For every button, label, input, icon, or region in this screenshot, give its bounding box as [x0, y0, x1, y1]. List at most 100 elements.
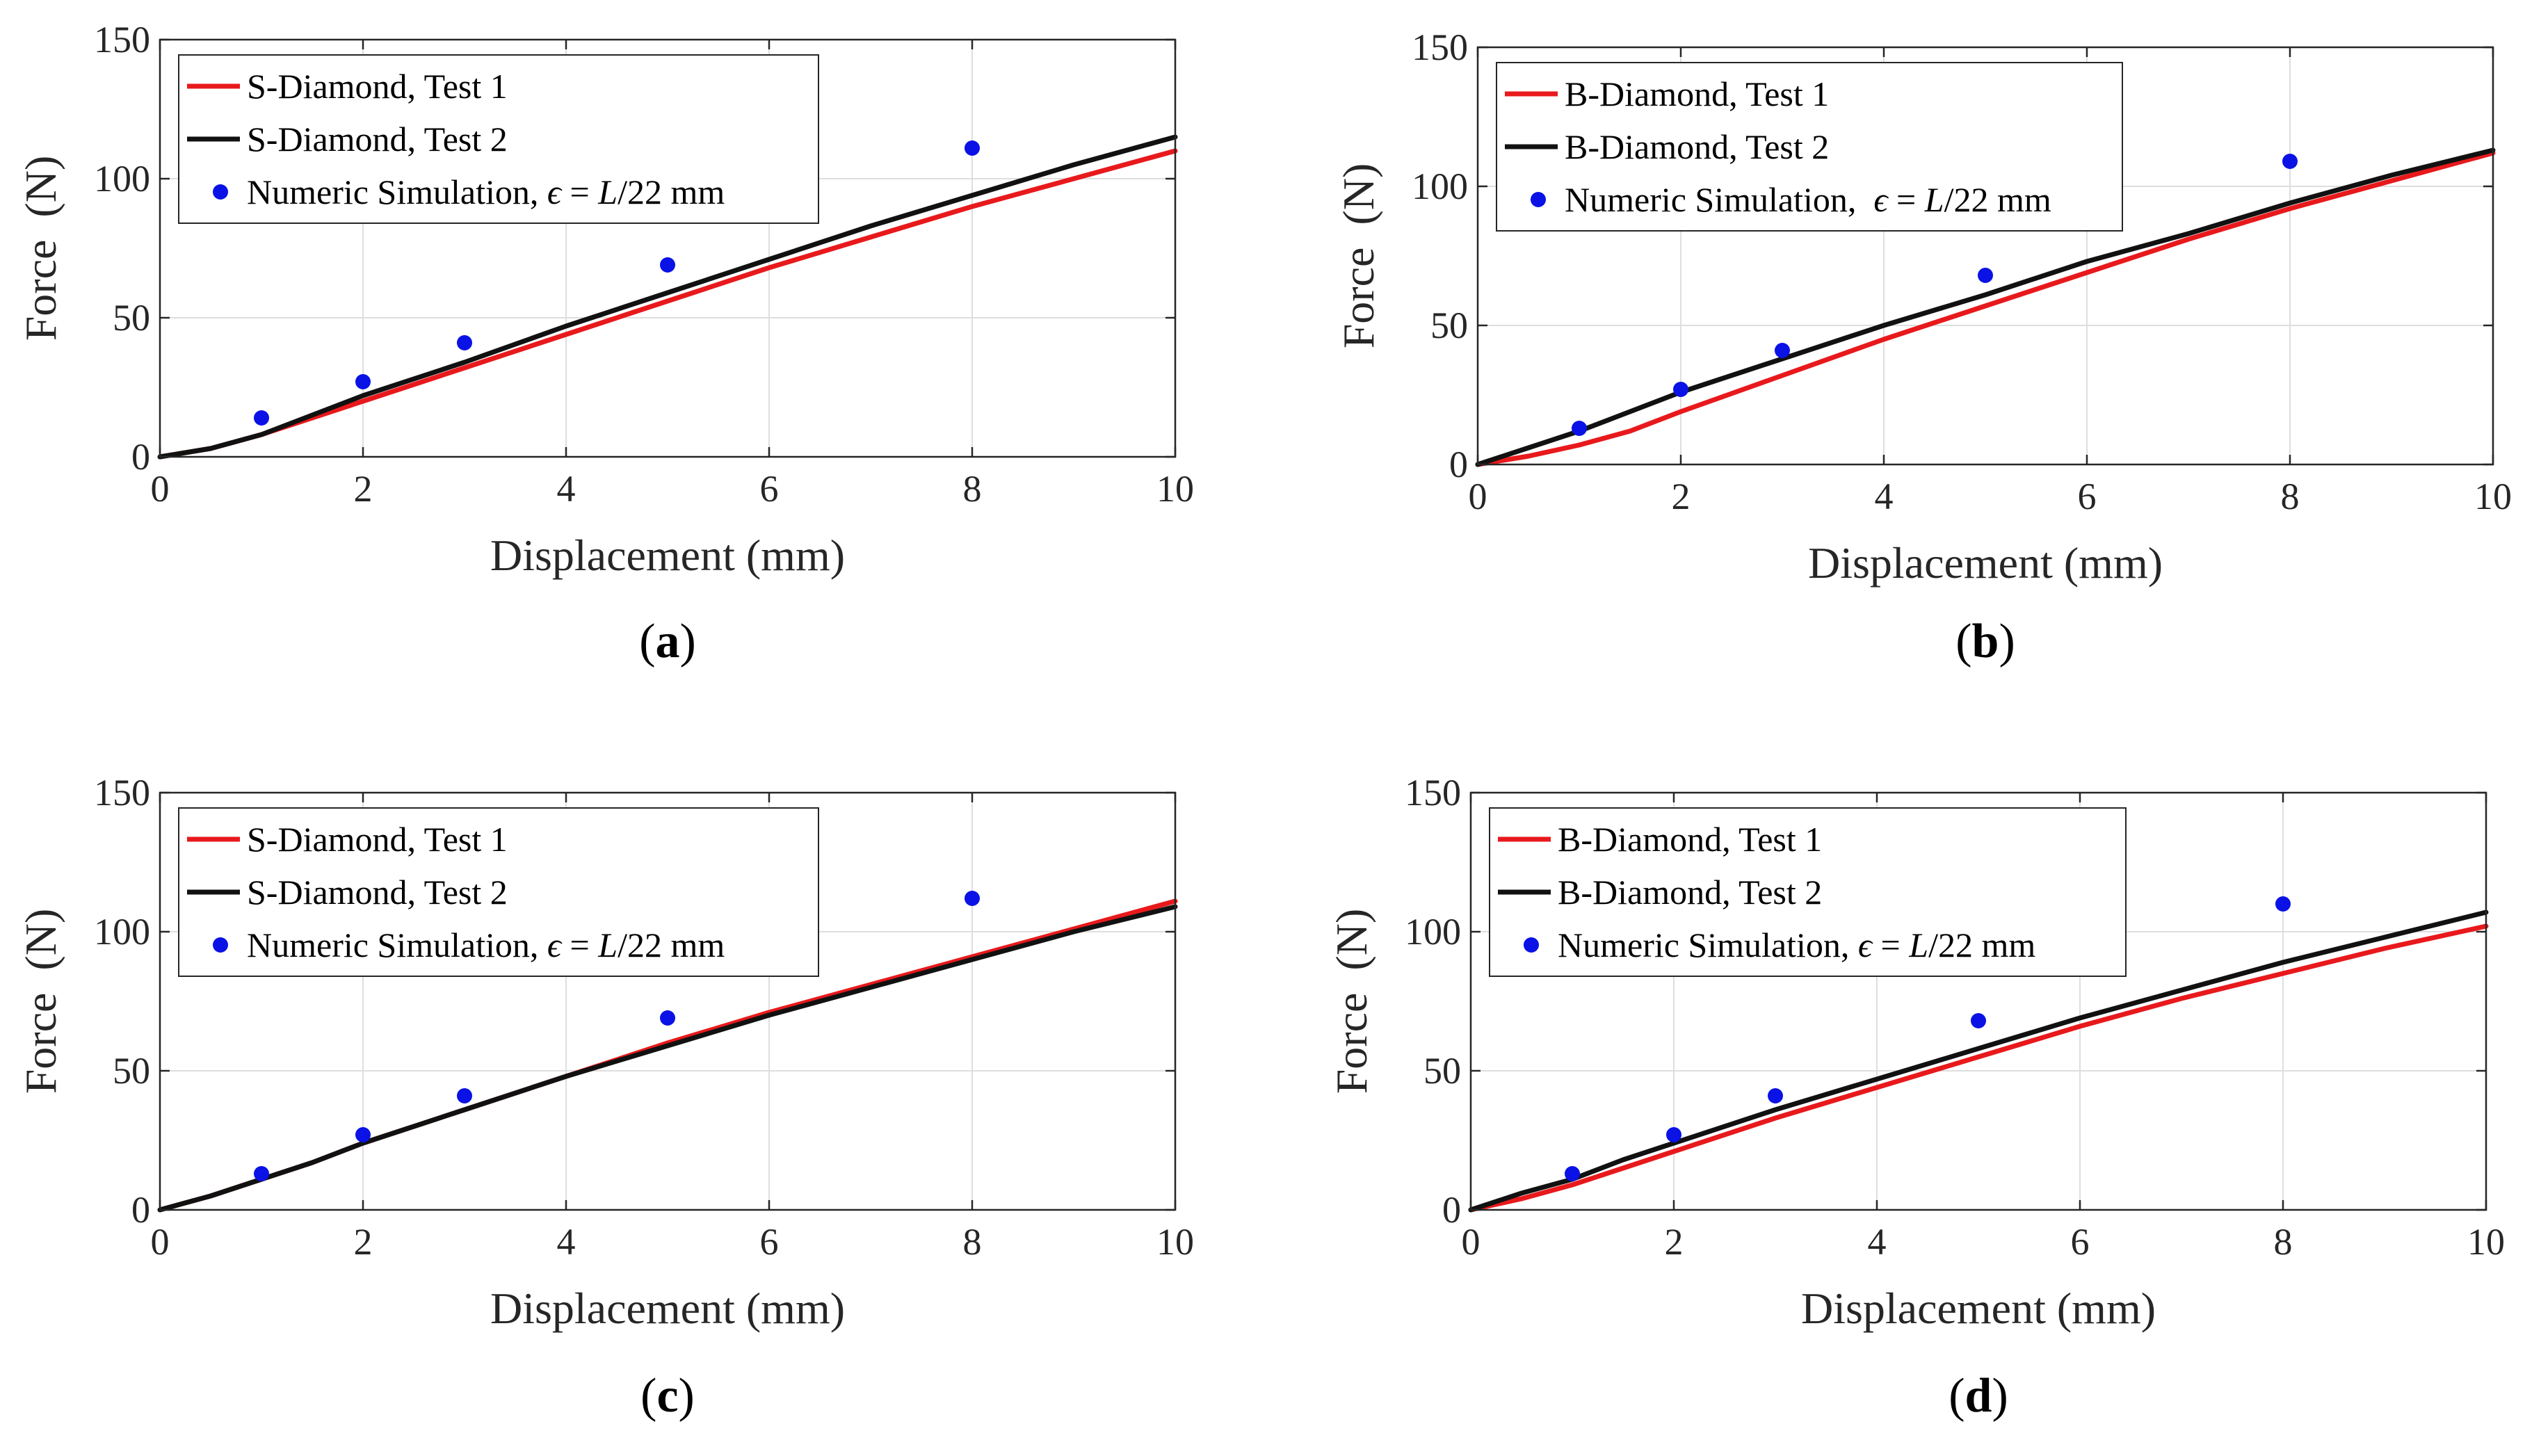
simulation-point — [2275, 896, 2291, 912]
simulation-point — [254, 410, 269, 426]
y-tick-label: 100 — [94, 911, 150, 953]
legend-label-part-eq: = — [561, 172, 598, 211]
simulation-point — [254, 1166, 269, 1181]
caption-open-paren: ( — [1949, 1369, 1965, 1423]
x-axis-label: Displacement (mm) — [1801, 1284, 2156, 1333]
legend-label-simulation: Numeric Simulation, ϵ = L/22 mm — [1558, 925, 2035, 964]
x-tick-label: 10 — [2474, 476, 2512, 517]
x-tick-label: 2 — [1665, 1221, 1684, 1263]
legend-label-1: B-Diamond, Test 1 — [1558, 820, 1822, 859]
x-axis-label: Displacement (mm) — [490, 1284, 845, 1333]
legend-label-part-eq: = — [561, 925, 598, 964]
legend-swatch-simulation — [1531, 192, 1546, 207]
simulation-point — [355, 1127, 371, 1142]
x-axis-label: Displacement (mm) — [490, 531, 845, 580]
legend: B-Diamond, Test 1 B-Diamond, Test 2 Numeri… — [1489, 807, 2127, 977]
x-tick-label: 0 — [151, 1221, 170, 1263]
x-tick-label: 6 — [2071, 1221, 2090, 1263]
legend-swatch-simulation — [213, 937, 228, 953]
legend-box — [178, 807, 819, 977]
legend-label-2: B-Diamond, Test 2 — [1565, 127, 1829, 166]
legend-label-1: S-Diamond, Test 1 — [247, 67, 508, 106]
simulation-point — [1971, 1013, 1986, 1028]
x-tick-label: 4 — [1868, 1221, 1887, 1263]
y-tick-label: 50 — [113, 297, 150, 339]
legend: S-Diamond, Test 1 S-Diamond, Test 2 Numeri… — [178, 54, 819, 224]
y-tick-label: 0 — [131, 436, 150, 478]
legend-label-part-suffix: /22 mm — [618, 172, 725, 211]
x-tick-label: 10 — [1156, 1221, 1194, 1263]
legend-label-1: B-Diamond, Test 1 — [1565, 74, 1829, 113]
y-tick-label: 150 — [1405, 772, 1461, 814]
y-tick-label: 0 — [131, 1189, 150, 1231]
legend-label-part-var: L — [1924, 180, 1944, 219]
legend-label-simulation: Numeric Simulation, ϵ = L/22 mm — [1565, 180, 2051, 219]
legend-label-part-prefix: Numeric Simulation, — [247, 925, 547, 964]
x-tick-label: 8 — [963, 1221, 982, 1263]
x-tick-label: 10 — [2467, 1221, 2505, 1263]
series-line-2 — [157, 134, 1178, 460]
legend-swatch-simulation — [213, 184, 228, 200]
simulation-point — [457, 1088, 472, 1103]
axes-box — [159, 791, 1177, 1211]
y-axis-label: Force (N) — [1334, 163, 1383, 349]
legend-swatch-simulation — [1524, 937, 1539, 953]
x-tick-label: 2 — [354, 1221, 373, 1263]
caption-close-paren: ) — [680, 615, 696, 668]
caption-close-paren: ) — [679, 1369, 695, 1423]
y-axis-label: Force (N) — [16, 909, 65, 1094]
panel-caption: (c) — [640, 1369, 695, 1423]
legend-label-part-suffix: /22 mm — [1928, 925, 2035, 964]
y-tick-label: 150 — [1412, 26, 1468, 68]
panel-caption: (a) — [639, 615, 696, 668]
panel-caption: (d) — [1949, 1369, 2008, 1423]
x-tick-label: 8 — [2281, 476, 2300, 517]
caption-open-paren: ( — [639, 615, 655, 668]
simulation-point — [457, 335, 472, 350]
x-tick-label: 6 — [760, 468, 779, 510]
x-axis-label: Displacement (mm) — [1808, 538, 2163, 588]
simulation-point — [1565, 1166, 1580, 1181]
x-tick-label: 0 — [151, 468, 170, 510]
y-tick-label: 150 — [94, 772, 150, 814]
x-tick-label: 4 — [557, 468, 576, 510]
caption-letter: d — [1965, 1369, 1992, 1423]
x-tick-label: 10 — [1156, 468, 1194, 510]
legend-label-part-prefix: Numeric Simulation, — [1565, 180, 1873, 219]
legend-label-2: B-Diamond, Test 2 — [1558, 873, 1822, 912]
legend-label-2: S-Diamond, Test 2 — [247, 120, 508, 159]
legend-label-part-suffix: /22 mm — [1944, 180, 2051, 219]
legend-label-part-var: L — [597, 925, 618, 964]
legend-label-part-symbol: ϵ — [1873, 180, 1889, 219]
simulation-point — [660, 1010, 675, 1026]
legend-label-simulation: Numeric Simulation, ϵ = L/22 mm — [247, 172, 725, 211]
x-tick-label: 8 — [963, 468, 982, 510]
caption-letter: a — [656, 615, 680, 668]
y-tick-label: 50 — [113, 1050, 150, 1092]
x-tick-label: 4 — [1875, 476, 1894, 517]
panel-caption: (b) — [1955, 615, 2015, 668]
simulation-point — [965, 891, 980, 906]
x-tick-label: 0 — [1462, 1221, 1481, 1263]
legend-label-part-suffix: /22 mm — [618, 925, 725, 964]
simulation-point — [1673, 382, 1688, 397]
simulation-point — [965, 140, 980, 156]
y-tick-label: 50 — [1430, 305, 1468, 346]
caption-letter: b — [1972, 615, 1999, 668]
caption-close-paren: ) — [1999, 615, 2015, 668]
series-line-1 — [1475, 150, 2496, 467]
axes-box — [1476, 46, 2494, 466]
x-tick-label: 8 — [2274, 1221, 2293, 1263]
legend-label-part-eq: = — [1888, 180, 1925, 219]
legend: B-Diamond, Test 1 B-Diamond, Test 2 Numeri… — [1496, 62, 2123, 232]
simulation-point — [2282, 154, 2298, 169]
caption-open-paren: ( — [1955, 615, 1971, 668]
simulation-point — [355, 374, 371, 389]
x-tick-label: 6 — [2078, 476, 2097, 517]
